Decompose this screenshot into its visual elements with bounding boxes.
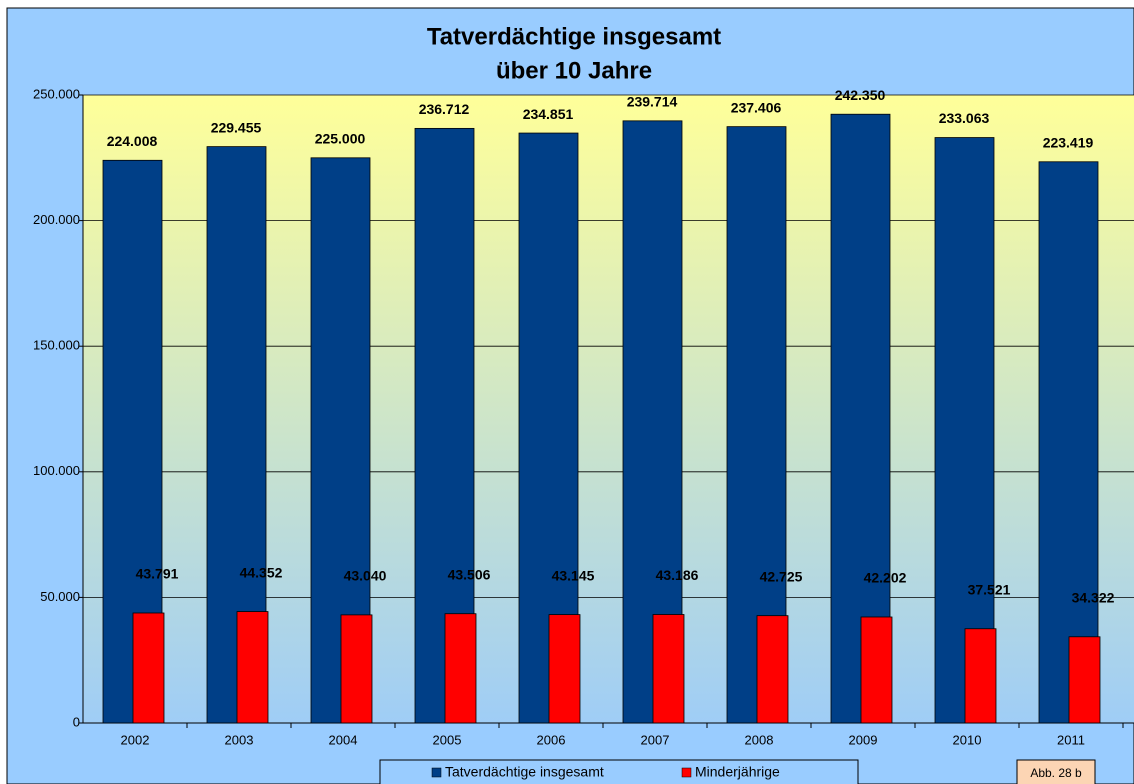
- data-label: 43.791: [136, 566, 179, 582]
- bar: [652, 614, 685, 724]
- annotation: Abb. 28 b: [1030, 766, 1082, 780]
- data-label: 236.712: [419, 101, 470, 117]
- data-label: 43.040: [344, 568, 387, 584]
- legend-label: Tatverdächtige insgesamt: [445, 764, 604, 780]
- data-label: 237.406: [731, 99, 782, 115]
- x-tick-label: 2005: [433, 732, 462, 747]
- annotation-box: [1016, 759, 1096, 784]
- data-label: 43.145: [552, 567, 595, 583]
- x-tick-label: 2004: [329, 732, 358, 747]
- x-tick-label: 2008: [745, 732, 774, 747]
- bar: [860, 616, 893, 724]
- y-tick-label: 50.000: [40, 589, 80, 604]
- bar: [548, 614, 581, 724]
- legend-label: Minderjährige: [695, 764, 780, 780]
- bar: [1038, 161, 1099, 724]
- x-tick-label: 2002: [121, 732, 150, 747]
- bar: [236, 611, 269, 724]
- bar: [756, 615, 789, 724]
- data-label: 43.506: [448, 566, 491, 582]
- data-label: 224.008: [107, 133, 158, 149]
- bar: [964, 628, 997, 724]
- legend-swatch: [681, 767, 692, 778]
- bar: [444, 613, 477, 724]
- x-tick-label: 2006: [537, 732, 566, 747]
- data-label: 223.419: [1043, 134, 1094, 150]
- data-label: 37.521: [968, 581, 1011, 597]
- x-tick-label: 2011: [1057, 732, 1085, 747]
- data-label: 42.202: [864, 570, 907, 586]
- data-label: 34.322: [1072, 589, 1115, 605]
- data-label: 42.725: [760, 568, 803, 584]
- x-tick-label: 2010: [953, 732, 982, 747]
- y-tick-label: 200.000: [33, 212, 80, 227]
- x-tick-label: 2003: [225, 732, 254, 747]
- bar: [934, 137, 995, 724]
- chart-title: Tatverdächtige insgesamt: [427, 23, 721, 50]
- bar: [1068, 636, 1101, 724]
- y-tick-label: 150.000: [33, 338, 80, 353]
- chart-subtitle: über 10 Jahre: [496, 57, 652, 84]
- y-tick-label: 100.000: [33, 463, 80, 478]
- data-label: 233.063: [939, 110, 990, 126]
- y-tick-label: 0: [73, 714, 80, 729]
- bar: [340, 614, 373, 724]
- legend-swatch: [431, 767, 442, 778]
- data-label: 242.350: [835, 87, 886, 103]
- data-label: 239.714: [627, 94, 678, 110]
- x-tick-label: 2007: [641, 732, 670, 747]
- y-tick-label: 250.000: [33, 86, 80, 101]
- data-label: 234.851: [523, 106, 574, 122]
- data-label: 229.455: [211, 119, 262, 135]
- x-tick-label: 2009: [849, 732, 878, 747]
- data-label: 225.000: [315, 131, 366, 147]
- data-label: 44.352: [240, 564, 283, 580]
- legend-box: [379, 759, 859, 784]
- bar: [132, 612, 165, 724]
- data-label: 43.186: [656, 567, 699, 583]
